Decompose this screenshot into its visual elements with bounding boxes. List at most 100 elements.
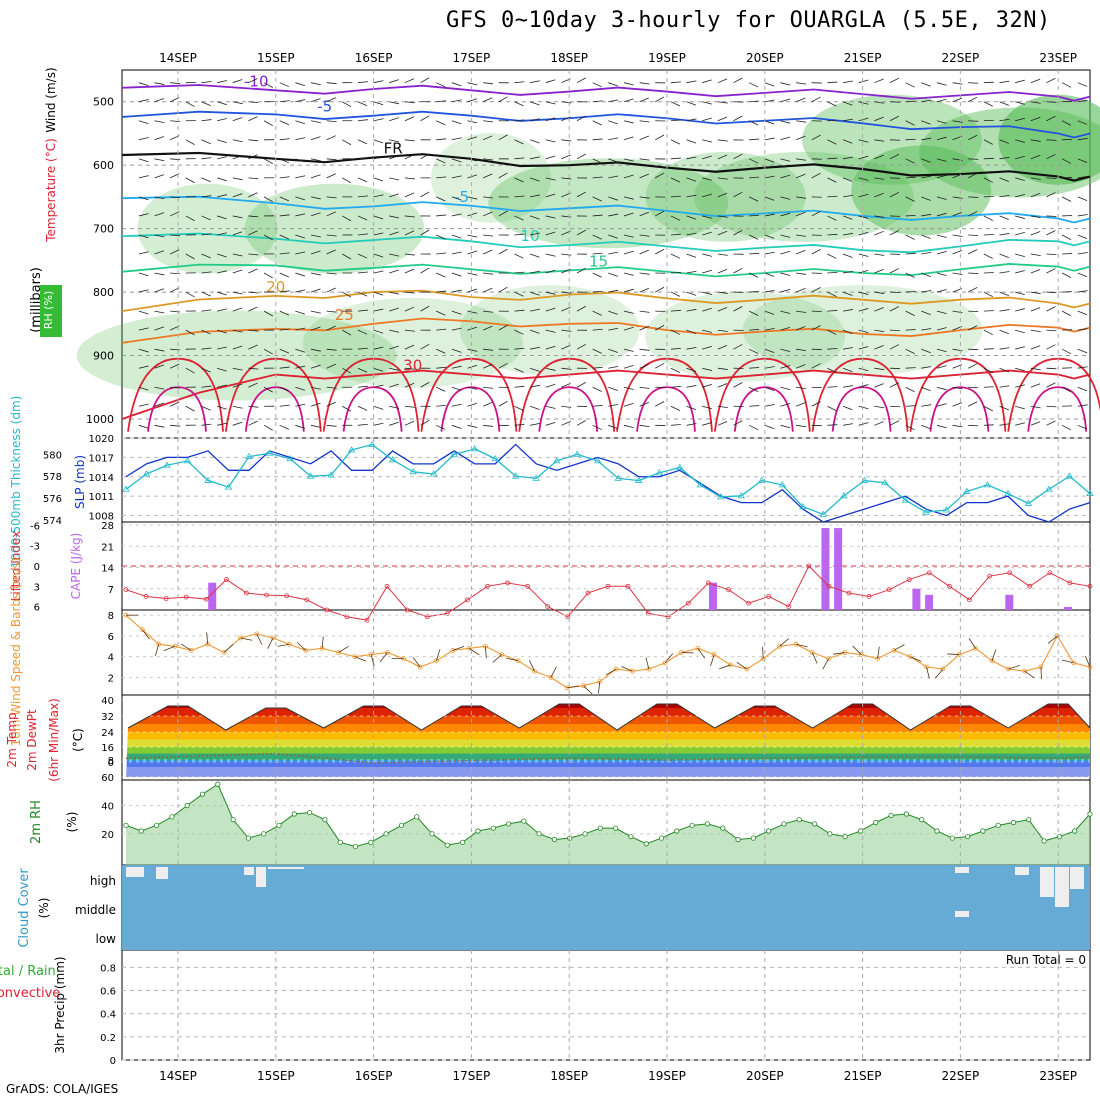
cloud-gap — [955, 867, 969, 873]
wind-barb — [921, 310, 931, 316]
wind-barb — [623, 120, 634, 124]
thickness-marker — [942, 506, 951, 513]
lifted-index-marker — [545, 604, 551, 610]
wind-barb — [295, 386, 306, 391]
wind-barb — [858, 193, 869, 198]
wind-barb — [545, 253, 556, 257]
wind-barb — [921, 348, 931, 354]
wind-barb — [279, 290, 290, 293]
wind-barb — [436, 214, 447, 217]
wind-barb — [467, 136, 478, 141]
wind-barb — [733, 77, 743, 84]
rh-marker — [322, 817, 328, 823]
lifted-index-marker — [947, 583, 952, 589]
thickness-marker — [306, 472, 315, 479]
wind-barb — [597, 681, 601, 694]
rh-marker — [597, 825, 603, 831]
wind-barb — [404, 177, 415, 180]
wind-barb — [498, 248, 508, 255]
wind-barb — [482, 287, 493, 293]
wind-barb — [623, 158, 634, 162]
rh-shading — [742, 285, 983, 376]
cape-bar — [1063, 606, 1072, 610]
wind-barb — [796, 82, 807, 85]
wind-barb — [827, 119, 838, 122]
rh-marker — [368, 839, 374, 845]
thickness-marker — [881, 478, 889, 486]
rh-marker — [475, 828, 481, 834]
wind-barb — [952, 250, 963, 255]
wind-barb — [232, 139, 243, 143]
wind-barb — [482, 249, 493, 255]
wind-barb — [592, 158, 602, 164]
rh-area — [126, 784, 1090, 865]
temp-bands — [126, 704, 1090, 777]
wind-barb — [608, 120, 618, 125]
wind-barb — [154, 82, 165, 85]
thickness-marker — [594, 457, 602, 464]
wind-barb — [436, 348, 446, 354]
slp-ytick-label: 1014 — [89, 473, 114, 484]
wind-barb — [1046, 329, 1057, 332]
wind-barb — [858, 384, 869, 388]
wind-barb — [310, 120, 321, 124]
wind-barb — [576, 153, 586, 160]
wind-barb — [796, 424, 807, 428]
rh-marker — [521, 818, 527, 824]
wind-barb — [467, 234, 478, 238]
wind-barb — [796, 120, 807, 123]
wind-barb — [608, 196, 618, 201]
wind-barb — [201, 291, 211, 297]
wind-barb — [921, 158, 931, 163]
date-label-bottom: 22SEP — [942, 1069, 980, 1083]
wind-barb — [842, 270, 853, 274]
temp-band — [126, 753, 1090, 760]
wind-barb — [764, 310, 775, 315]
wind-barb — [842, 329, 853, 334]
wind-barb — [764, 234, 775, 239]
wind-barb — [686, 215, 697, 220]
wind-barb — [827, 405, 837, 412]
wind-barb — [733, 229, 743, 236]
wind-barb — [295, 424, 306, 429]
wind-barb — [592, 348, 602, 354]
wind-barb — [379, 652, 388, 663]
wind-barb — [1077, 137, 1088, 141]
wind-barb — [467, 98, 478, 103]
wind-barb — [764, 251, 775, 255]
wind-barb — [436, 196, 446, 202]
wind-barb — [592, 328, 603, 331]
wind-barb — [795, 326, 806, 331]
thickness-marker — [799, 502, 807, 510]
wind-barb — [326, 363, 336, 369]
wind-barb — [545, 329, 556, 333]
wind-barb — [670, 271, 681, 274]
wind-barb — [373, 80, 384, 84]
rh-marker — [949, 835, 955, 841]
wind-barb — [639, 249, 649, 255]
wind-barb — [749, 138, 760, 141]
wind-barb — [138, 424, 149, 429]
wind-barb — [357, 329, 368, 335]
wind-barb — [263, 158, 273, 165]
wind-barb — [811, 401, 821, 407]
rh-shading — [488, 158, 729, 249]
wind-barb — [623, 98, 634, 103]
wind-barb — [404, 215, 415, 218]
wind-barb — [608, 365, 619, 369]
wind-barb — [451, 424, 462, 429]
wind-barb — [373, 215, 384, 220]
wind-barb — [170, 97, 180, 103]
wind-barb — [934, 668, 944, 679]
wind-barb — [154, 288, 165, 293]
wind-barb — [952, 364, 963, 369]
wind-barb — [623, 424, 634, 428]
wind-barb — [779, 638, 790, 647]
wind-barb — [1061, 310, 1072, 317]
wind-barb — [592, 366, 603, 369]
wind-barb — [201, 405, 211, 411]
wind-barb — [545, 383, 556, 388]
rh-shading — [645, 291, 846, 382]
wind-barb — [310, 250, 321, 255]
wind-barb — [780, 424, 791, 429]
